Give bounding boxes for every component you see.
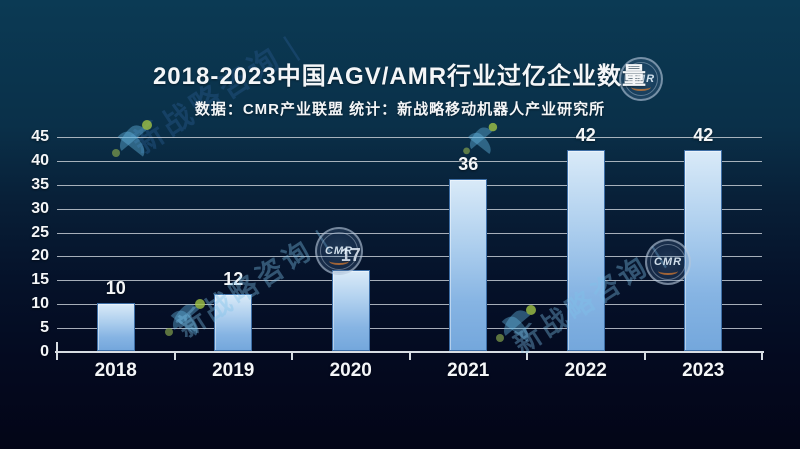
- bar-value-label: 36: [458, 154, 479, 174]
- y-axis-label: 0: [40, 343, 49, 360]
- cmr-badge-icon: CMR: [645, 239, 691, 285]
- x-axis-label: 2021: [447, 360, 490, 381]
- chart-title: 2018-2023中国AGV/AMR行业过亿企业数量: [152, 63, 648, 90]
- gridline: [57, 256, 762, 258]
- gridline: [57, 208, 762, 210]
- bar: [96, 303, 135, 351]
- y-axis-label: 45: [31, 128, 49, 145]
- y-axis-label: 40: [31, 151, 49, 169]
- gridline: [57, 184, 762, 186]
- y-axis-label: 20: [31, 247, 49, 265]
- brand-ribbon-logo-icon: [163, 297, 209, 339]
- plot-area: 0510152025303540451020181220191720203620…: [31, 125, 764, 381]
- gridline: [57, 160, 762, 162]
- gridline: [57, 304, 762, 306]
- axis-tick: [56, 353, 58, 360]
- x-axis-label: 2022: [564, 360, 607, 381]
- y-axis-stub: [56, 342, 58, 352]
- axis-tick: [643, 353, 646, 360]
- bar-value-label: 10: [105, 278, 126, 299]
- brand-ribbon-logo-icon: [110, 118, 156, 160]
- axis-tick: [408, 353, 411, 360]
- axis-tick: [526, 353, 528, 360]
- y-axis-label: 10: [31, 295, 49, 313]
- bar-value-label: 42: [693, 125, 714, 146]
- gridline: [57, 280, 762, 282]
- brand-ribbon-logo-icon: [461, 121, 500, 157]
- axis-tick: [173, 353, 176, 360]
- brand-ribbon-logo-icon: [494, 303, 540, 345]
- title-block: 2018-2023中国AGV/AMR行业过亿企业数量 数据：CMR产业联盟 统计…: [0, 56, 800, 119]
- y-axis-label: 15: [31, 271, 49, 289]
- bar-value-label: 42: [575, 125, 596, 146]
- bar-value-label: 12: [223, 268, 244, 289]
- y-axis-label: 25: [31, 223, 49, 241]
- bar: [331, 269, 370, 351]
- bar: [684, 150, 723, 351]
- y-axis-label: 5: [40, 319, 49, 337]
- y-axis-label: 35: [31, 175, 49, 193]
- gridline: [57, 137, 762, 138]
- x-axis-label: 2023: [682, 360, 725, 381]
- cmr-badge-icon: CMR: [315, 227, 363, 275]
- gridline: [57, 328, 762, 330]
- axis-tick: [761, 353, 763, 360]
- chart-subtitle: 数据：CMR产业联盟 统计：新战略移动机器人产业研究所: [194, 101, 606, 118]
- bar: [449, 179, 488, 351]
- bar: [566, 150, 605, 351]
- gridline: [57, 232, 762, 234]
- axis-tick: [291, 353, 293, 360]
- bar: [214, 293, 253, 351]
- x-axis-line: [55, 351, 764, 353]
- x-axis-label: 2019: [212, 360, 255, 381]
- x-axis-label: 2018: [94, 360, 137, 381]
- cmr-badge-icon: CMR: [619, 57, 663, 101]
- x-axis-label: 2020: [329, 360, 372, 381]
- y-axis-label: 30: [31, 199, 49, 217]
